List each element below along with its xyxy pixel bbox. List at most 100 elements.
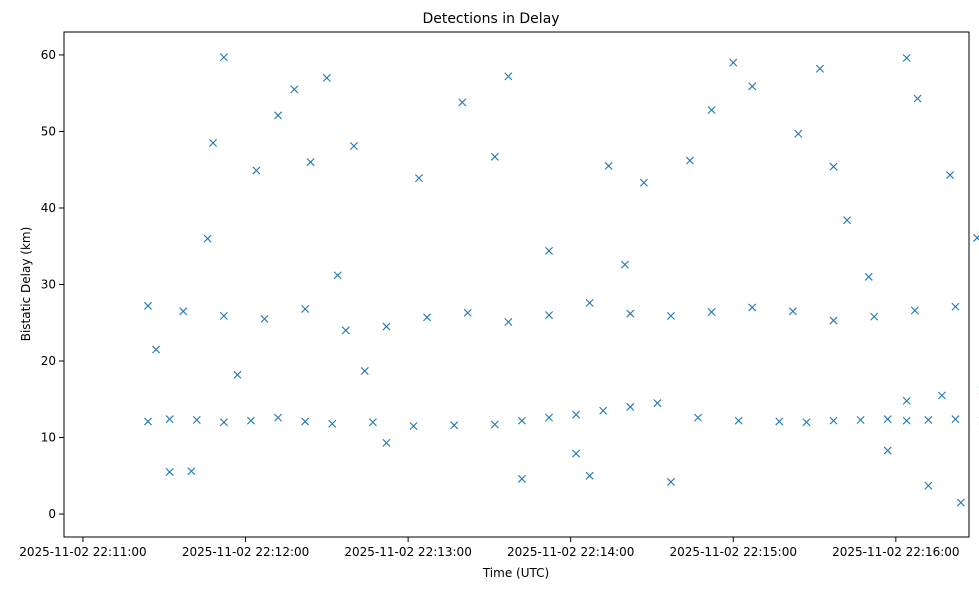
data-point-marker bbox=[902, 54, 911, 63]
y-tick-label: 30 bbox=[41, 278, 56, 292]
data-point-marker bbox=[788, 307, 797, 316]
data-point-marker bbox=[902, 416, 911, 425]
data-point-marker bbox=[707, 106, 716, 115]
data-point-marker bbox=[843, 216, 852, 225]
data-point-marker bbox=[517, 474, 526, 483]
data-point-marker bbox=[246, 416, 255, 425]
data-point-marker bbox=[192, 415, 201, 424]
data-point-marker bbox=[902, 396, 911, 405]
data-point-marker bbox=[349, 142, 358, 150]
data-point-marker bbox=[306, 158, 315, 167]
data-point-marker bbox=[209, 138, 218, 147]
data-point-marker bbox=[490, 152, 499, 161]
data-point-marker bbox=[620, 260, 629, 269]
data-point-marker bbox=[144, 301, 152, 310]
data-point-marker bbox=[152, 345, 161, 354]
data-point-marker bbox=[883, 446, 892, 455]
data-point-marker bbox=[829, 162, 838, 171]
data-point-marker bbox=[653, 399, 662, 408]
x-tick-label: 2025-11-02 22:12:00 bbox=[182, 545, 309, 559]
data-point-marker bbox=[504, 72, 513, 81]
data-point-marker bbox=[973, 233, 979, 242]
data-point-marker bbox=[187, 467, 196, 476]
data-point-marker bbox=[937, 391, 946, 400]
data-point-marker bbox=[639, 178, 648, 187]
data-point-marker bbox=[794, 129, 803, 138]
data-point-marker bbox=[729, 58, 738, 67]
data-point-marker bbox=[734, 416, 743, 425]
data-point-marker bbox=[322, 73, 331, 82]
data-point-marker bbox=[626, 309, 635, 318]
data-point-marker bbox=[951, 302, 960, 311]
data-point-marker bbox=[815, 64, 824, 73]
x-tick-label: 2025-11-02 22:13:00 bbox=[344, 545, 471, 559]
data-point-marker bbox=[328, 419, 337, 428]
data-point-marker bbox=[748, 82, 757, 91]
data-point-marker bbox=[802, 418, 811, 427]
data-point-marker bbox=[864, 272, 873, 281]
data-point-marker bbox=[233, 370, 242, 379]
y-tick-label: 40 bbox=[41, 201, 56, 215]
data-point-marker bbox=[829, 316, 838, 325]
data-point-marker bbox=[666, 477, 675, 486]
data-point-marker bbox=[165, 467, 174, 476]
data-point-marker bbox=[179, 307, 188, 316]
data-point-marker bbox=[666, 311, 675, 320]
data-point-marker bbox=[463, 308, 472, 317]
data-point-marker bbox=[333, 271, 342, 280]
x-tick-label: 2025-11-02 22:15:00 bbox=[670, 545, 797, 559]
data-point-marker bbox=[368, 418, 377, 427]
data-point-marker bbox=[951, 415, 960, 424]
data-point-marker bbox=[274, 413, 283, 422]
data-point-marker bbox=[219, 418, 228, 427]
data-point-marker bbox=[219, 53, 228, 62]
data-point-marker bbox=[545, 311, 554, 320]
data-point-marker bbox=[694, 413, 703, 422]
data-point-marker bbox=[290, 85, 299, 94]
data-point-marker bbox=[599, 406, 608, 415]
data-point-marker bbox=[829, 416, 838, 425]
data-point-marker bbox=[748, 303, 757, 312]
data-point-marker bbox=[274, 111, 283, 120]
y-axis-ticks: 0 10 20 30 40 50 60 bbox=[41, 48, 64, 521]
data-point-marker bbox=[572, 449, 581, 458]
y-tick-label: 10 bbox=[41, 431, 56, 445]
data-point-marker bbox=[585, 298, 594, 307]
data-point-marker bbox=[301, 304, 310, 313]
data-point-marker bbox=[956, 498, 965, 507]
y-tick-label: 0 bbox=[48, 507, 56, 521]
data-point-marker bbox=[490, 420, 499, 429]
data-point-marker bbox=[775, 417, 784, 426]
data-point-marker bbox=[924, 415, 933, 424]
y-axis-label: Bistatic Delay (km) bbox=[19, 227, 33, 342]
data-point-marker bbox=[545, 246, 554, 255]
x-tick-label: 2025-11-02 22:11:00 bbox=[19, 545, 146, 559]
data-point-marker bbox=[203, 234, 212, 243]
data-point-marker bbox=[604, 161, 613, 170]
data-point-marker bbox=[572, 410, 581, 419]
data-point-marker bbox=[883, 415, 892, 424]
data-point-marker bbox=[301, 417, 310, 426]
y-tick-label: 50 bbox=[41, 124, 56, 138]
data-point-marker bbox=[458, 98, 467, 107]
x-axis-ticks: 2025-11-02 22:11:00 2025-11-02 22:12:00 20… bbox=[19, 537, 960, 559]
y-tick-label: 60 bbox=[41, 48, 56, 62]
data-markers bbox=[144, 53, 979, 507]
data-point-marker bbox=[504, 318, 513, 326]
data-point-marker bbox=[856, 415, 865, 424]
data-point-marker bbox=[545, 413, 554, 422]
data-point-marker bbox=[910, 306, 919, 315]
data-point-marker bbox=[219, 311, 228, 320]
data-point-marker bbox=[382, 322, 391, 331]
data-point-marker bbox=[924, 481, 933, 490]
data-point-marker bbox=[685, 156, 694, 165]
data-point-marker bbox=[626, 402, 635, 411]
chart-title: Detections in Delay bbox=[422, 11, 559, 27]
data-point-marker bbox=[382, 438, 391, 447]
data-point-marker bbox=[409, 422, 418, 431]
data-point-marker bbox=[946, 171, 955, 180]
data-point-marker bbox=[517, 416, 526, 425]
plot-area bbox=[64, 32, 969, 537]
data-point-marker bbox=[414, 174, 423, 183]
